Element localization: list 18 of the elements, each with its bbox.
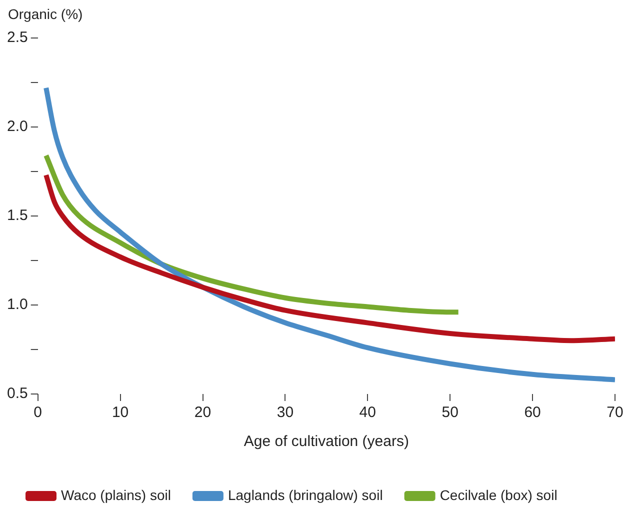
x-tick-label: 30	[276, 404, 294, 422]
y-tick-label: 2.5	[6, 29, 28, 46]
y-axis-title: Organic (%)	[8, 6, 83, 22]
x-tick-label: 40	[359, 404, 376, 422]
x-tick-label: 60	[524, 404, 541, 422]
x-tick-label: 20	[194, 404, 212, 422]
legend-label: Cecilvale (box) soil	[440, 486, 558, 503]
x-axis-title: Age of cultivation (years)	[244, 433, 409, 450]
legend-label: Waco (plains) soil	[61, 486, 171, 503]
y-tick-label: 2.0	[6, 118, 28, 136]
y-tick-label: 1.0	[6, 296, 28, 314]
y-tick-label: 0.5	[6, 385, 28, 402]
y-tick-label: 1.5	[6, 207, 28, 224]
x-tick-label: 10	[112, 404, 129, 422]
x-tick-label: 50	[442, 404, 458, 422]
legend-label: Laglands (bringalow) soil	[228, 486, 383, 503]
x-tick-label: 0	[34, 404, 42, 422]
x-tick-label: 70	[606, 404, 624, 422]
